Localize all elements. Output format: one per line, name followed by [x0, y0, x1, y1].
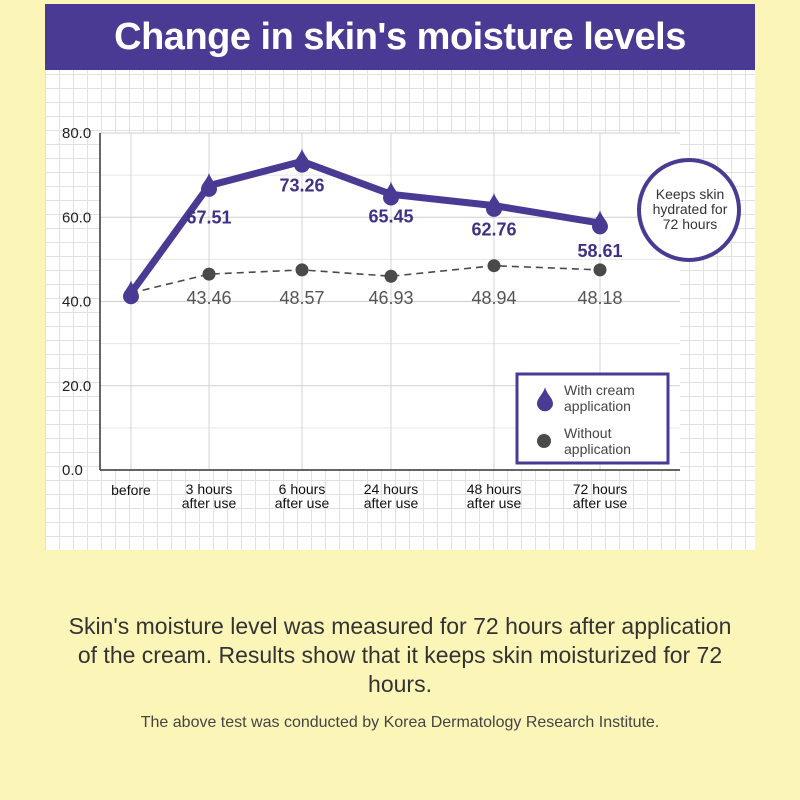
x-tick-label: 72 hours after use — [573, 481, 628, 511]
series-with-point — [201, 172, 217, 197]
x-tick-label: 48 hours after use — [467, 481, 522, 511]
series-with-point — [486, 192, 502, 217]
series-without-line — [130, 264, 601, 294]
annotation-badge — [637, 158, 741, 262]
series-without-label: 48.94 — [471, 288, 516, 308]
series-with-point — [123, 280, 139, 305]
legend-label-without: Without application — [564, 425, 631, 457]
series-with-label: 58.61 — [577, 241, 622, 261]
x-tick-label: before — [111, 482, 151, 498]
series-without-point — [593, 263, 607, 277]
x-tick-label: 6 hours after use — [275, 481, 330, 511]
series-without-label: 48.57 — [279, 288, 324, 308]
x-tick-label: 3 hours after use — [182, 481, 237, 511]
x-tick-label: 24 hours after use — [364, 481, 419, 511]
series-with-label: 73.26 — [279, 175, 324, 195]
series-with-line — [128, 157, 601, 296]
series-with-label: 65.45 — [368, 206, 413, 226]
series-with-point — [383, 181, 399, 206]
y-tick-label: 0.0 — [62, 462, 83, 479]
annotation-text: Keeps skin hydrated for 72 hours — [653, 186, 728, 232]
caption-text: Skin's moisture level was measured for 7… — [68, 613, 732, 697]
y-tick-label: 60.0 — [62, 209, 91, 226]
series-without-label: 48.18 — [577, 288, 622, 308]
legend-marker-without — [537, 434, 551, 448]
legend-marker-with — [537, 387, 553, 412]
series-without-point — [487, 259, 501, 273]
legend-label-with: With cream application — [564, 382, 635, 414]
series-with-point — [592, 210, 608, 235]
source-note: The above test was conducted by Korea De… — [140, 714, 660, 731]
y-tick-label: 80.0 — [62, 125, 91, 142]
series-without-point — [202, 267, 216, 281]
series-with-label: 67.51 — [186, 208, 231, 228]
series-without-point — [295, 263, 309, 277]
y-tick-label: 40.0 — [62, 294, 91, 311]
series-with-point — [294, 148, 310, 173]
y-tick-label: 20.0 — [62, 378, 91, 395]
series-with-label: 62.76 — [471, 220, 516, 240]
series-without-label: 43.46 — [186, 288, 231, 308]
legend-box — [515, 372, 670, 465]
series-without-point — [384, 269, 398, 283]
chart-title: Change in skin's moisture levels — [45, 4, 755, 70]
series-without-label: 46.93 — [368, 288, 413, 308]
